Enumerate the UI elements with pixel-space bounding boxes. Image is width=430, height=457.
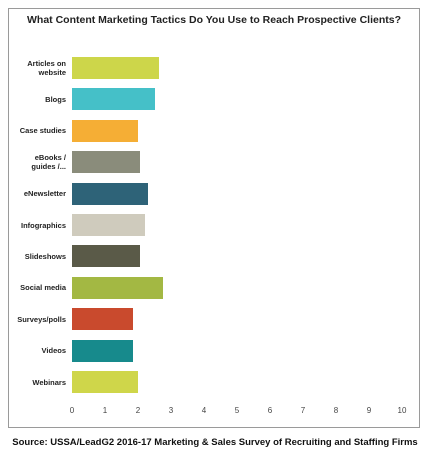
bar: [72, 371, 138, 394]
bar: [72, 88, 155, 111]
y-tick-label: Articles on website: [27, 58, 66, 77]
x-tick-label: 7: [300, 406, 306, 415]
x-tick-label: 4: [201, 406, 207, 415]
source-note: Source: USSA/LeadG2 2016-17 Marketing & …: [12, 437, 418, 448]
x-tick-label: 5: [234, 406, 240, 415]
y-tick-label: Infographics: [20, 220, 66, 230]
bar: [72, 56, 160, 79]
y-tick-label: Webinars: [32, 377, 66, 387]
x-tick-label: 0: [69, 406, 75, 415]
y-tick-label: eBooks / guides /...: [31, 153, 66, 172]
bar: [72, 119, 138, 142]
chart-frame: [8, 8, 420, 428]
x-tick-label: 3: [168, 406, 174, 415]
bar: [72, 308, 134, 331]
y-tick-label: Blogs: [45, 94, 66, 104]
y-tick-label: Slideshows: [24, 251, 66, 261]
y-tick-label: Surveys/polls: [17, 314, 66, 324]
y-tick-label: Case studies: [19, 126, 66, 136]
y-tick-label: Social media: [20, 283, 66, 293]
bar: [72, 182, 148, 205]
bar: [72, 214, 145, 236]
chart-title: What Content Marketing Tactics Do You Us…: [27, 14, 401, 26]
x-tick-label: 6: [267, 406, 273, 415]
y-tick-label: eNewsletter: [23, 189, 66, 199]
bar: [72, 151, 140, 174]
x-tick-label: 9: [366, 406, 372, 415]
x-tick-label: 2: [135, 406, 141, 415]
bar: [72, 276, 163, 299]
bar: [72, 245, 140, 268]
x-tick-label: 10: [397, 406, 407, 415]
bar: [72, 339, 134, 362]
y-tick-label: Videos: [41, 346, 66, 356]
x-tick-label: 1: [102, 406, 108, 415]
x-tick-label: 8: [333, 406, 339, 415]
